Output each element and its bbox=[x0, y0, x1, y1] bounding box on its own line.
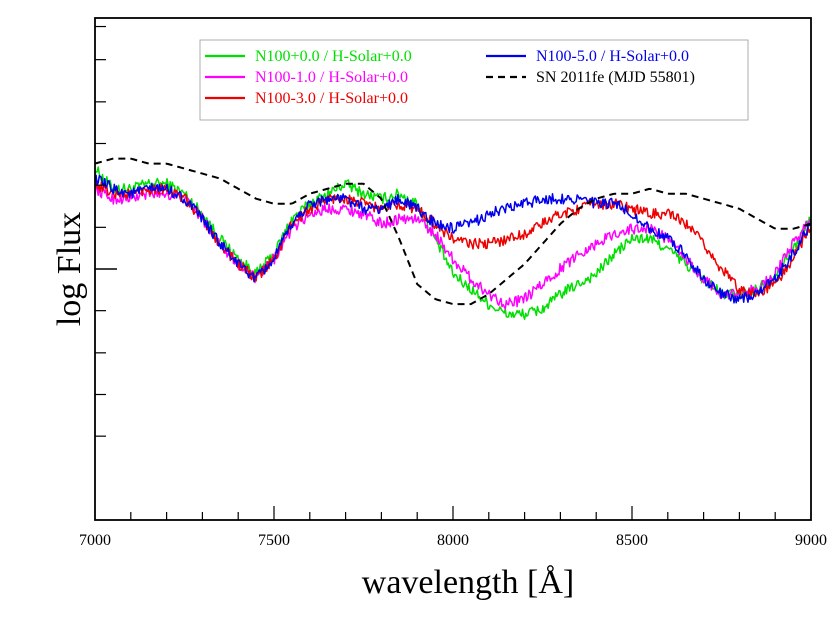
legend-entry: N100+0.0 / H-Solar+0.0 bbox=[255, 48, 412, 65]
legend-box bbox=[199, 39, 749, 121]
x-tick-label: 9000 bbox=[795, 532, 827, 549]
x-axis-label: wavelength [Å] bbox=[362, 564, 574, 601]
x-tick-labels: 7000 7500 8000 8500 9000 bbox=[79, 532, 827, 549]
legend-entry: N100-5.0 / H-Solar+0.0 bbox=[536, 48, 689, 65]
series-line bbox=[95, 174, 811, 304]
x-tick-label: 7000 bbox=[79, 532, 111, 549]
legend-entry: N100-1.0 / H-Solar+0.0 bbox=[255, 69, 408, 86]
series-line bbox=[95, 184, 811, 310]
y-axis-label: log Flux bbox=[51, 212, 88, 326]
ticks-layer bbox=[95, 25, 776, 520]
x-tick-label: 7500 bbox=[258, 532, 290, 549]
legend-entry: SN 2011fe (MJD 55801) bbox=[536, 69, 695, 86]
x-tick-label: 8000 bbox=[437, 532, 469, 549]
series-layer bbox=[95, 157, 811, 321]
legend-entry: N100-3.0 / H-Solar+0.0 bbox=[255, 90, 408, 107]
series-line bbox=[95, 157, 811, 306]
legend: N100+0.0 / H-Solar+0.0 N100-1.0 / H-Solar… bbox=[199, 39, 749, 121]
x-tick-label: 8500 bbox=[616, 532, 648, 549]
